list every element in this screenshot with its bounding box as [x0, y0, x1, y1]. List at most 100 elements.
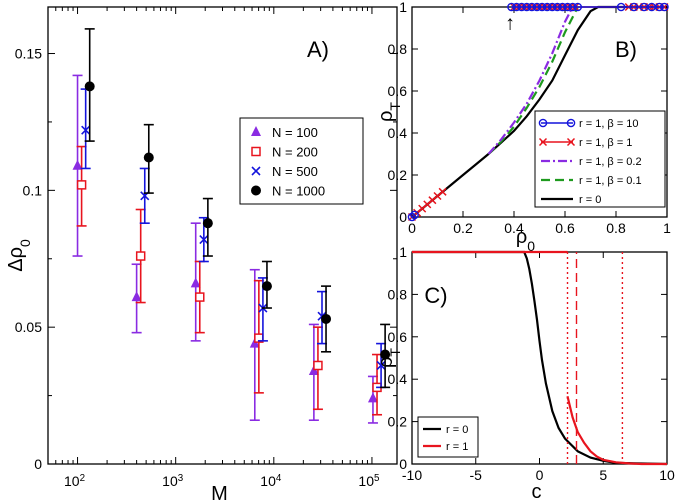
x-axis-label: c: [532, 481, 542, 502]
series-triangle: [72, 74, 378, 424]
legend-label: r = 0: [579, 194, 601, 206]
x-tick-label: 0.8: [606, 220, 626, 236]
data-point: [507, 2, 516, 12]
y-tick-label: 0.15: [15, 46, 42, 62]
legend-label: N = 100: [272, 125, 318, 140]
x-tick-label: -10: [402, 467, 422, 483]
data-point: [81, 125, 91, 135]
y-axis-label-base: ρ: [375, 111, 397, 122]
x-tick-label: 103: [162, 473, 184, 490]
x-tick-label: 10: [659, 467, 675, 483]
data-point: [517, 2, 526, 12]
series-line: [487, 6, 579, 155]
data-point: [537, 2, 547, 12]
legend-marker: [251, 126, 261, 136]
y-tick-label: 0: [399, 456, 407, 472]
x-tick-label: 104: [260, 473, 282, 490]
data-point: [131, 291, 142, 302]
y-tick-label: 0.2: [388, 414, 408, 430]
legend-marker: [251, 185, 261, 196]
y-tick-label: 0: [34, 456, 42, 472]
legend: N = 100 N = 200 N = 500 N = 1000: [239, 117, 364, 205]
legend-label: r = 1, β = 0.1: [579, 175, 642, 187]
series-circle: [84, 28, 391, 389]
legend-label: N = 200: [272, 145, 318, 160]
x-tick-label: 0: [536, 467, 544, 483]
x-axis-label-sub: 0: [527, 238, 535, 254]
panel-label: B): [615, 37, 637, 62]
x-tick-label: 102: [64, 473, 85, 490]
x-tick-exp: 2: [80, 473, 85, 484]
y-tick-label: 0.6: [388, 329, 408, 345]
data-point: [261, 281, 272, 292]
data-point: [438, 187, 447, 196]
data-point: [380, 349, 391, 360]
x-axis-label-base: ρ: [516, 226, 527, 248]
data-point: [660, 2, 669, 12]
data-point: [76, 180, 87, 190]
x-tick-base: 10: [64, 473, 80, 489]
x-tick-label: 0.6: [555, 220, 575, 236]
y-axis-label: ρT: [375, 348, 403, 368]
y-tick-label: 0.05: [15, 319, 42, 335]
data-point: [84, 81, 95, 92]
series-curve: [487, 6, 574, 155]
legend-box: [534, 110, 666, 208]
legend-label: r = 0: [446, 424, 468, 436]
data-point: [195, 292, 205, 302]
data-point: [321, 313, 332, 324]
data-point: [547, 2, 557, 12]
y-axis-label-base: Δρ: [5, 247, 27, 272]
x-tick-base: 10: [260, 473, 276, 489]
legend-marker: [566, 137, 576, 147]
series-line: [487, 6, 574, 155]
y-tick-label: 0: [399, 209, 407, 225]
y-tick-label: 0.4: [388, 125, 408, 141]
data-point: [202, 218, 213, 229]
y-tick-label: 0.4: [388, 371, 408, 387]
data-point: [558, 2, 567, 12]
x-tick-label: 105: [358, 473, 380, 490]
panel-label: A): [307, 37, 329, 62]
data-point: [573, 2, 583, 12]
x-tick-exp: 5: [374, 473, 380, 484]
data-point: [143, 152, 154, 163]
x-tick-base: 10: [162, 473, 178, 489]
y-tick-label: 1: [399, 0, 407, 15]
data-point: [655, 2, 664, 12]
data-point: [72, 159, 83, 170]
y-tick-label: 1: [399, 244, 407, 260]
x-axis-label: ρ0: [516, 226, 535, 254]
data-point: [542, 2, 552, 12]
data-point: [522, 2, 532, 12]
x-axis-label: M: [211, 483, 228, 502]
x-tick-base: 10: [358, 473, 374, 489]
y-axis-label-base: ρ: [375, 357, 397, 368]
series-curve: [487, 6, 579, 155]
data-point: [527, 2, 537, 12]
panel-label: C): [424, 283, 447, 308]
series-line: [407, 2, 669, 222]
legend: r = 0 r = 1: [417, 416, 479, 458]
y-tick-label: 0.2: [388, 167, 408, 183]
data-point: [563, 2, 572, 12]
legend-label: N = 1000: [272, 184, 325, 199]
legend: r = 1, β = 10 r = 1, β = 1 r = 1, β = 0.2 r…: [534, 110, 666, 208]
data-point: [135, 251, 146, 261]
data-point: [199, 235, 209, 245]
x-tick-label: -5: [470, 467, 483, 483]
data-point: [553, 2, 562, 12]
x-tick-label: 0: [408, 220, 416, 236]
legend-marker: [538, 137, 548, 147]
panel-c: -10 -5 0 5 10 0 0.2 0.4 0.6 0.8 1 c ρT C) r = 0 r = 1: [375, 244, 675, 502]
data-point: [532, 2, 542, 12]
legend-label: N = 500: [272, 164, 318, 179]
data-point: [410, 210, 419, 220]
x-tick-label: 5: [599, 467, 607, 483]
y-axis-label: ρT: [375, 102, 403, 122]
series-curve: [412, 250, 668, 466]
y-tick-label: 0.8: [388, 286, 408, 302]
data-point: [568, 2, 577, 12]
